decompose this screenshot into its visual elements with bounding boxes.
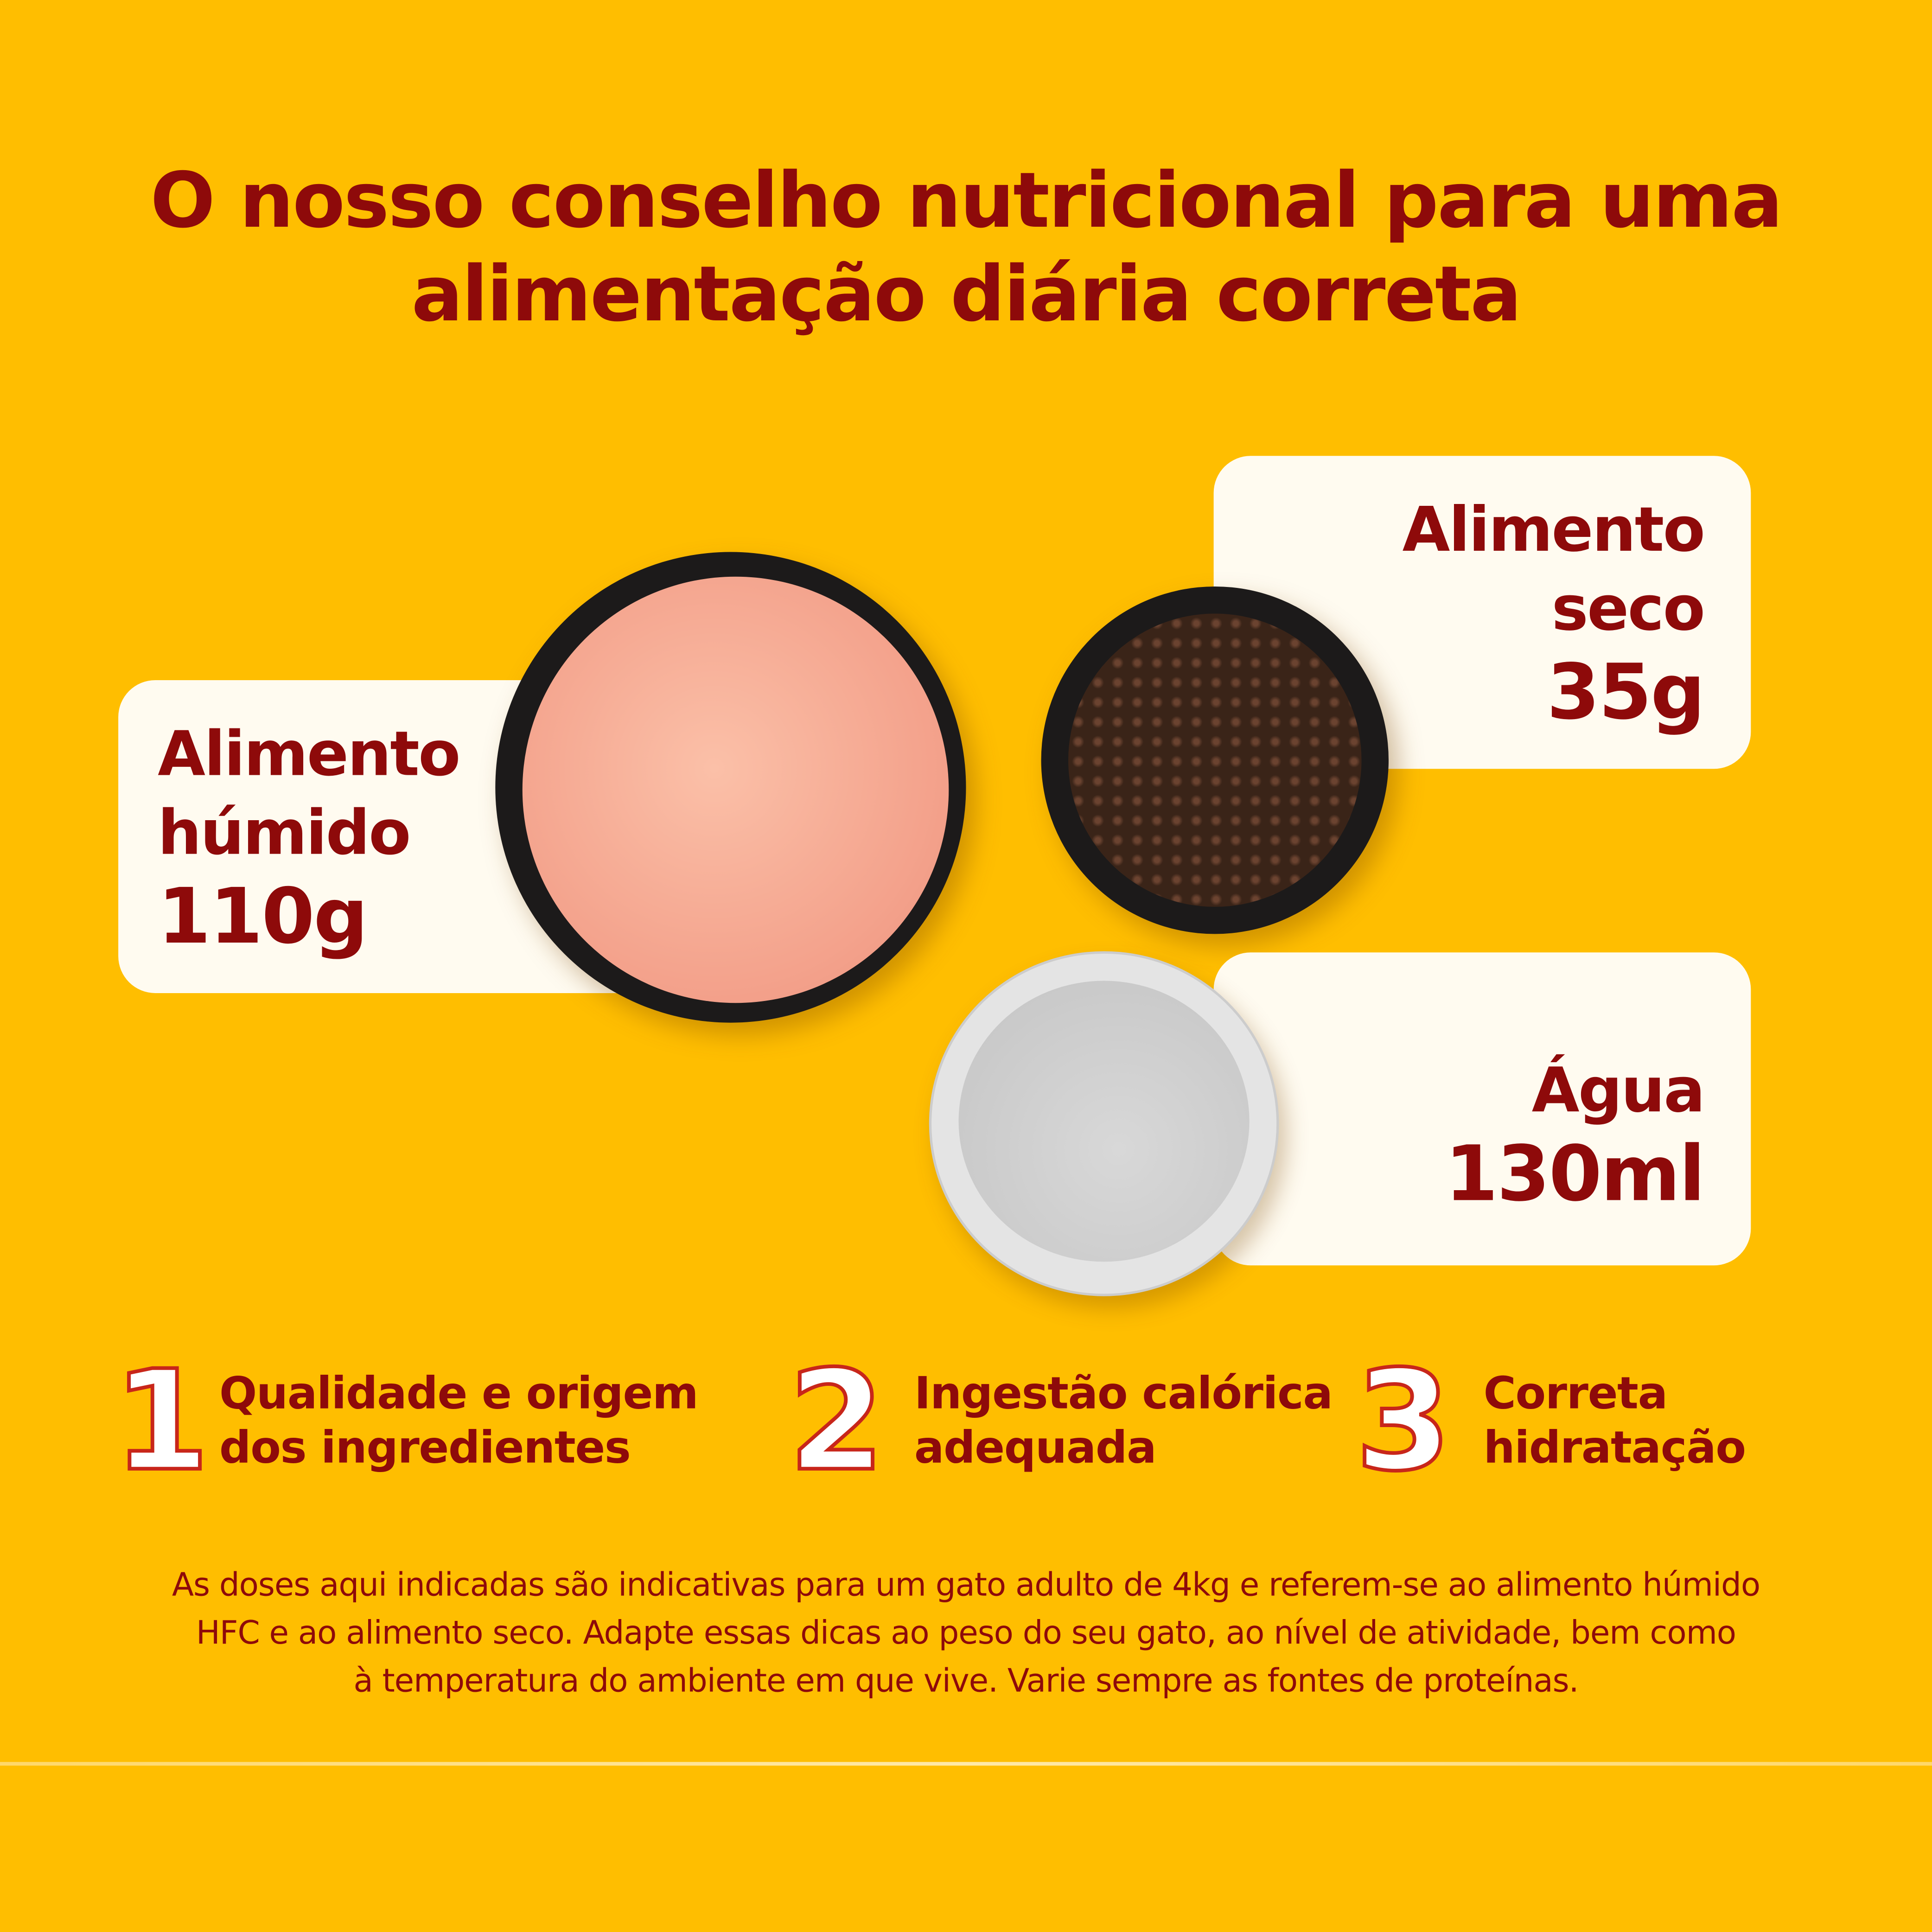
page-title: O nosso conselho nutricional para uma al… — [0, 154, 1932, 341]
title-line-2: alimentação diária correta — [411, 249, 1522, 339]
point-2-text: Ingestão calórica adequada — [914, 1368, 1333, 1476]
water-card: Água 130ml — [1213, 952, 1751, 1266]
point-2-line-2: adequada — [914, 1423, 1157, 1474]
point-3-line-2: hidratação — [1483, 1423, 1746, 1474]
note-line-3: à temperatura do ambiente em que vive. V… — [353, 1663, 1579, 1701]
dry-food-bowl-image — [1041, 586, 1389, 934]
point-3-line-1: Correta — [1483, 1369, 1668, 1420]
point-3-text: Correta hidratação — [1484, 1368, 1746, 1476]
wet-food-label-2: húmido — [158, 797, 411, 869]
water-bowl-image — [929, 951, 1279, 1296]
point-number-3: 3 — [1353, 1342, 1453, 1502]
note-line-1: As doses aqui indicadas são indicativas … — [172, 1567, 1760, 1605]
point-1-line-1: Qualidade e origem — [219, 1369, 699, 1420]
wet-food-amount: 110g — [158, 871, 368, 961]
point-number-1: 1 — [112, 1342, 211, 1502]
note-line-2: HFC e ao alimento seco. Adapte essas dic… — [196, 1615, 1736, 1652]
point-number-2: 2 — [787, 1342, 886, 1502]
water-amount: 130ml — [1445, 1129, 1705, 1219]
disclaimer-note: As doses aqui indicadas são indicativas … — [49, 1562, 1882, 1707]
title-line-1: O nosso conselho nutricional para uma — [150, 155, 1783, 245]
point-1-line-2: dos ingredientes — [219, 1423, 631, 1474]
dry-food-label-1: Alimento — [1402, 494, 1705, 566]
point-2-line-1: Ingestão calórica — [914, 1369, 1333, 1420]
water-label: Água — [1531, 1054, 1705, 1126]
dry-food-label-2: seco — [1551, 573, 1705, 644]
wet-food-label-1: Alimento — [158, 718, 460, 790]
dry-food-amount: 35g — [1547, 647, 1705, 737]
divider — [0, 1762, 1932, 1766]
point-1-text: Qualidade e origem dos ingredientes — [219, 1368, 699, 1476]
wet-food-bowl-image — [495, 552, 966, 1023]
